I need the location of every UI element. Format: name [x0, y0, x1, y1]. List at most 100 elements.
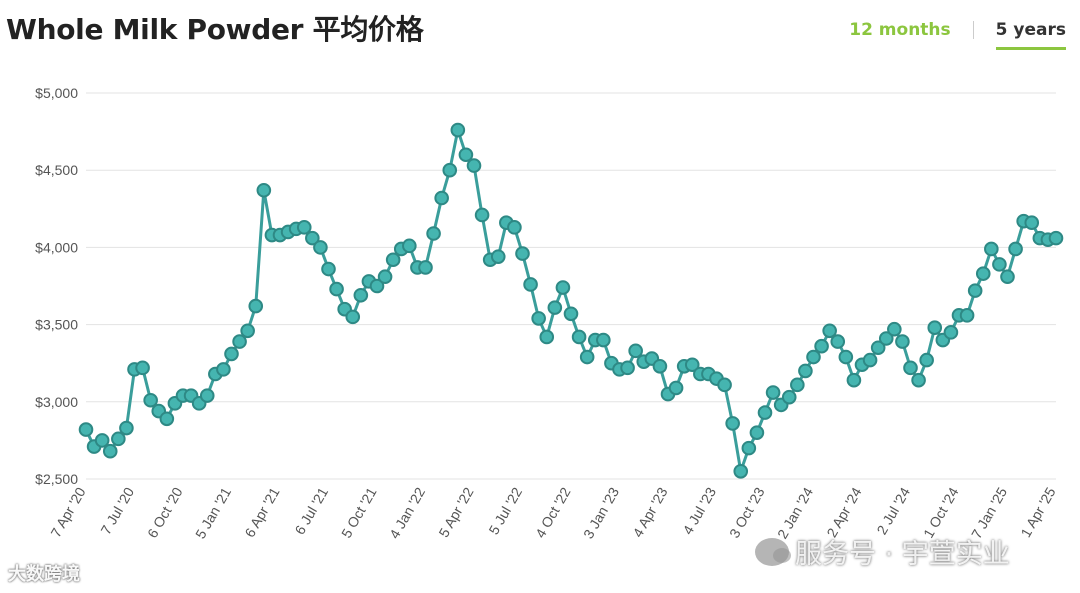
- data-point[interactable]: [426, 226, 441, 241]
- data-point[interactable]: [830, 334, 846, 349]
- tab-5-years[interactable]: 5 years: [995, 20, 1066, 50]
- data-point[interactable]: [1008, 241, 1023, 257]
- y-tick-label: $4,000: [35, 239, 78, 255]
- x-tick-label: 4 Jul '23: [679, 484, 719, 537]
- data-point[interactable]: [515, 246, 530, 261]
- data-point[interactable]: [838, 349, 854, 365]
- data-point[interactable]: [78, 422, 94, 437]
- data-point[interactable]: [353, 287, 369, 303]
- data-point[interactable]: [943, 325, 959, 340]
- data-point[interactable]: [798, 363, 813, 379]
- data-point[interactable]: [579, 349, 595, 365]
- data-point[interactable]: [490, 249, 506, 264]
- x-tick-label: 4 Apr '23: [629, 484, 670, 540]
- data-point[interactable]: [620, 360, 635, 376]
- data-point[interactable]: [781, 389, 797, 405]
- data-point[interactable]: [329, 281, 344, 297]
- data-point[interactable]: [119, 420, 134, 436]
- data-point[interactable]: [806, 349, 821, 365]
- data-point[interactable]: [135, 360, 150, 376]
- data-points: [78, 122, 1064, 479]
- data-point[interactable]: [531, 311, 546, 326]
- y-tick-label: $4,500: [35, 162, 78, 178]
- data-point[interactable]: [733, 463, 749, 479]
- x-tick-label: 6 Jul '21: [291, 484, 331, 537]
- x-tick-label: 7 Apr '20: [47, 484, 88, 540]
- data-point[interactable]: [434, 190, 449, 206]
- x-tick-label: 5 Jul '22: [485, 484, 525, 537]
- data-point[interactable]: [790, 377, 805, 393]
- data-point[interactable]: [967, 283, 983, 298]
- data-point[interactable]: [248, 298, 264, 314]
- data-point[interactable]: [741, 440, 757, 456]
- data-point[interactable]: [992, 257, 1007, 272]
- data-point[interactable]: [442, 162, 458, 178]
- data-point[interactable]: [870, 340, 886, 356]
- data-point[interactable]: [919, 352, 934, 368]
- data-point[interactable]: [402, 238, 417, 254]
- data-point[interactable]: [903, 360, 918, 376]
- data-point[interactable]: [668, 380, 684, 396]
- data-point[interactable]: [814, 338, 829, 354]
- x-tick-label: 2 Jul '24: [873, 484, 913, 537]
- data-point[interactable]: [749, 425, 765, 440]
- data-point[interactable]: [846, 372, 862, 388]
- data-point[interactable]: [111, 431, 126, 447]
- data-point[interactable]: [377, 269, 393, 285]
- data-point[interactable]: [984, 241, 999, 257]
- data-point[interactable]: [895, 334, 910, 349]
- data-point[interactable]: [240, 323, 255, 339]
- data-point[interactable]: [684, 357, 700, 373]
- data-point[interactable]: [628, 343, 643, 359]
- data-point[interactable]: [143, 392, 158, 408]
- data-point[interactable]: [507, 220, 522, 235]
- data-point[interactable]: [256, 182, 272, 198]
- data-point[interactable]: [369, 278, 385, 294]
- data-point[interactable]: [216, 362, 231, 377]
- data-point[interactable]: [159, 411, 175, 427]
- data-point[interactable]: [547, 300, 563, 315]
- data-point[interactable]: [523, 277, 538, 292]
- data-point[interactable]: [975, 266, 991, 281]
- data-point[interactable]: [539, 329, 555, 345]
- data-point[interactable]: [345, 309, 361, 325]
- x-tick-label: 5 Apr '22: [435, 484, 476, 540]
- data-point[interactable]: [1048, 230, 1064, 246]
- data-point[interactable]: [474, 207, 490, 223]
- data-point[interactable]: [757, 405, 773, 420]
- data-point[interactable]: [450, 122, 466, 138]
- data-point[interactable]: [296, 220, 312, 235]
- data-point[interactable]: [1000, 269, 1015, 285]
- data-point[interactable]: [725, 416, 740, 431]
- data-point[interactable]: [321, 261, 336, 277]
- data-point[interactable]: [563, 306, 579, 322]
- tab-12-months[interactable]: 12 months: [849, 20, 951, 40]
- data-point[interactable]: [571, 329, 587, 345]
- data-point[interactable]: [887, 321, 902, 337]
- data-point[interactable]: [458, 147, 474, 163]
- data-point[interactable]: [232, 334, 247, 349]
- data-point[interactable]: [94, 433, 110, 448]
- data-point[interactable]: [911, 372, 926, 388]
- data-point[interactable]: [305, 230, 320, 246]
- data-point[interactable]: [765, 385, 781, 400]
- data-point[interactable]: [385, 252, 401, 268]
- data-point[interactable]: [224, 346, 239, 362]
- data-point[interactable]: [466, 158, 482, 173]
- data-point[interactable]: [878, 331, 894, 346]
- data-point[interactable]: [199, 388, 215, 403]
- x-tick-label: 4 Oct '22: [532, 484, 574, 540]
- data-point[interactable]: [555, 280, 571, 295]
- data-point[interactable]: [596, 332, 611, 348]
- data-point[interactable]: [822, 323, 837, 339]
- data-point[interactable]: [959, 308, 975, 323]
- data-point[interactable]: [102, 443, 118, 459]
- data-point[interactable]: [313, 240, 328, 255]
- data-point[interactable]: [652, 358, 668, 374]
- data-point[interactable]: [717, 377, 732, 393]
- data-point[interactable]: [862, 352, 878, 368]
- x-tick-label: 6 Oct '20: [144, 484, 186, 540]
- data-point[interactable]: [1024, 215, 1040, 230]
- data-point[interactable]: [927, 320, 943, 335]
- data-point[interactable]: [418, 260, 433, 275]
